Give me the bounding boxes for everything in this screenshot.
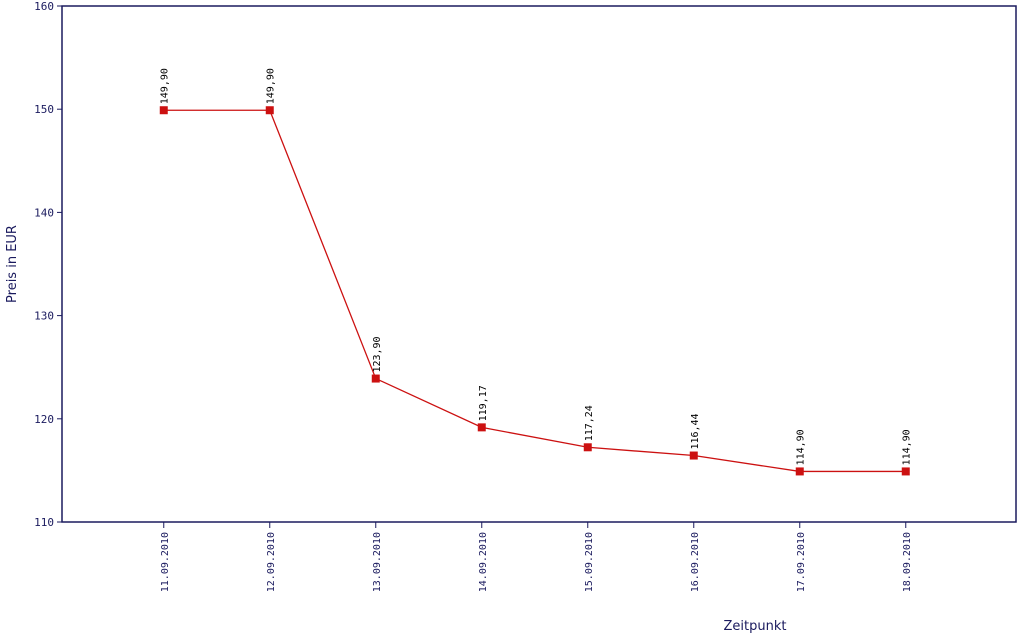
point-marker bbox=[159, 106, 168, 115]
y-tick-label: 110 bbox=[34, 516, 54, 529]
value-label: 114,90 bbox=[902, 429, 913, 465]
y-tick-label: 160 bbox=[34, 0, 54, 13]
y-tick-label: 120 bbox=[34, 413, 54, 426]
x-tick-label: 13.09.2010 bbox=[372, 532, 383, 592]
value-label: 117,24 bbox=[584, 405, 595, 441]
point-marker bbox=[795, 467, 804, 476]
x-tick-label: 15.09.2010 bbox=[584, 532, 595, 592]
value-label: 149,90 bbox=[266, 68, 277, 104]
x-axis-label: Zeitpunkt bbox=[724, 619, 787, 634]
y-tick-label: 150 bbox=[34, 103, 54, 116]
y-tick-label: 130 bbox=[34, 310, 54, 323]
y-tick-label: 140 bbox=[34, 206, 54, 219]
point-marker bbox=[371, 374, 380, 383]
value-label: 114,90 bbox=[796, 429, 807, 465]
point-marker bbox=[265, 106, 274, 115]
x-tick-label: 14.09.2010 bbox=[478, 532, 489, 592]
plot-frame bbox=[61, 5, 1017, 523]
value-label: 123,90 bbox=[372, 336, 383, 372]
point-marker bbox=[583, 443, 592, 452]
x-tick-label: 12.09.2010 bbox=[266, 532, 277, 592]
point-marker bbox=[689, 451, 698, 460]
value-label: 116,44 bbox=[690, 413, 701, 449]
x-tick-label: 17.09.2010 bbox=[796, 532, 807, 592]
series-line bbox=[163, 109, 906, 473]
x-tick-label: 16.09.2010 bbox=[690, 532, 701, 592]
point-marker bbox=[901, 467, 910, 476]
x-tick-label: 11.09.2010 bbox=[160, 532, 171, 592]
value-label: 119,17 bbox=[478, 385, 489, 421]
value-label: 149,90 bbox=[160, 68, 171, 104]
y-axis-label: Preis in EUR bbox=[5, 225, 20, 303]
x-tick-label: 18.09.2010 bbox=[902, 532, 913, 592]
point-marker bbox=[477, 423, 486, 432]
